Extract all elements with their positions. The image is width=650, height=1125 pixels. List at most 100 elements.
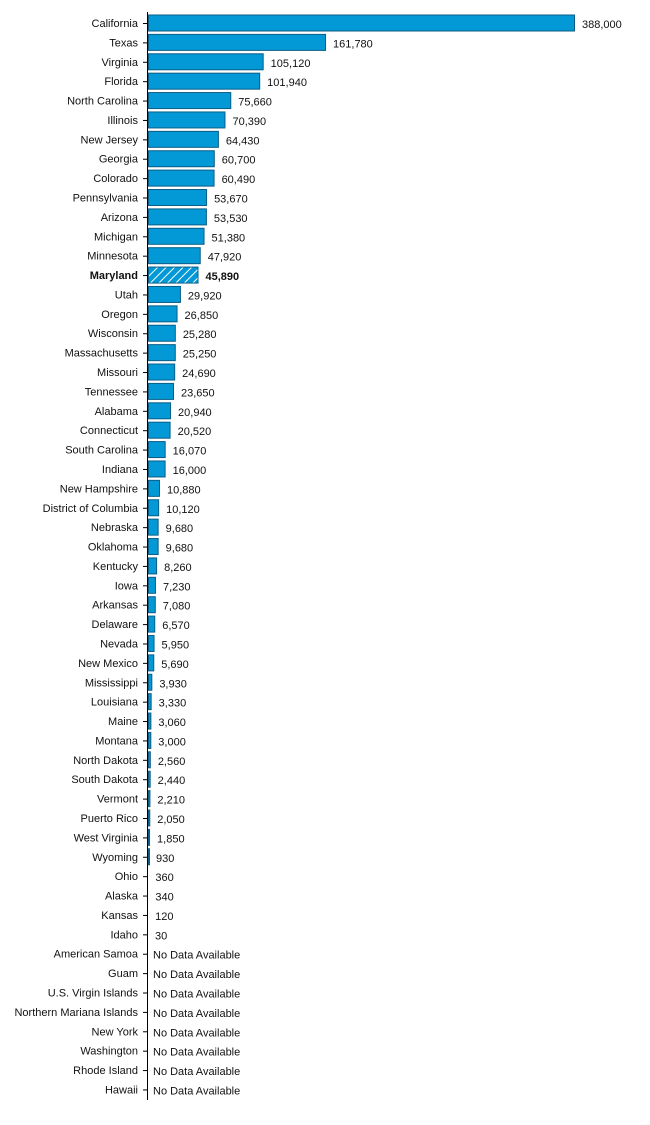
bar-massachusetts bbox=[148, 344, 176, 362]
value-label: 2,050 bbox=[157, 814, 185, 826]
bar-new-mexico bbox=[148, 654, 155, 672]
category-label: Louisiana bbox=[91, 697, 139, 709]
category-label: Iowa bbox=[115, 580, 139, 592]
bar-indiana bbox=[148, 460, 166, 478]
category-label: Guam bbox=[108, 968, 138, 980]
category-label: Michigan bbox=[94, 231, 138, 243]
value-label: 53,530 bbox=[214, 213, 248, 225]
category-label: Florida bbox=[104, 76, 139, 88]
bar-new-jersey bbox=[148, 130, 219, 148]
bar-nevada bbox=[148, 634, 155, 652]
bar-oklahoma bbox=[148, 538, 159, 556]
bar-arizona bbox=[148, 208, 207, 226]
no-data-label: No Data Available bbox=[153, 1085, 240, 1097]
bar-maryland bbox=[148, 266, 199, 284]
bar-mississippi bbox=[148, 673, 153, 691]
bar-pennsylvania bbox=[148, 189, 208, 207]
value-label: 105,120 bbox=[271, 58, 311, 70]
no-data-label: No Data Available bbox=[153, 1027, 240, 1039]
category-label: Idaho bbox=[110, 929, 138, 941]
bar-virginia bbox=[148, 53, 264, 71]
bar-arkansas bbox=[148, 596, 156, 614]
value-label: 2,210 bbox=[157, 795, 185, 807]
category-label: Mississippi bbox=[85, 677, 138, 689]
value-label: 25,250 bbox=[183, 349, 217, 361]
category-label: Alaska bbox=[105, 891, 139, 903]
value-label: 9,680 bbox=[166, 543, 194, 555]
bar-nebraska bbox=[148, 518, 159, 536]
category-label: North Carolina bbox=[67, 96, 139, 108]
value-label: 340 bbox=[155, 892, 173, 904]
bar-alabama bbox=[148, 402, 172, 420]
category-label: Kentucky bbox=[93, 561, 139, 573]
category-label: District of Columbia bbox=[43, 503, 139, 515]
value-label: 3,000 bbox=[158, 736, 186, 748]
category-label: Texas bbox=[109, 37, 138, 49]
value-label: 64,430 bbox=[226, 135, 260, 147]
category-label: Connecticut bbox=[80, 425, 138, 437]
value-label: 23,650 bbox=[181, 387, 215, 399]
bar-minnesota bbox=[148, 247, 201, 265]
category-label: Arizona bbox=[101, 212, 139, 224]
value-label: 120 bbox=[155, 911, 173, 923]
bar-west-virginia bbox=[148, 828, 151, 846]
value-label: 5,690 bbox=[161, 659, 189, 671]
bar-vermont bbox=[148, 790, 151, 808]
bar-kentucky bbox=[148, 557, 158, 575]
category-label: Maine bbox=[108, 716, 138, 728]
category-label: Wisconsin bbox=[88, 328, 138, 340]
category-label: Oregon bbox=[101, 309, 138, 321]
value-label: 3,060 bbox=[158, 717, 186, 729]
value-label: 16,000 bbox=[173, 465, 207, 477]
bar-wyoming bbox=[148, 848, 150, 866]
value-label: 8,260 bbox=[164, 562, 192, 574]
no-data-label: No Data Available bbox=[153, 1047, 240, 1059]
category-label: New York bbox=[92, 1026, 139, 1038]
category-label: Ohio bbox=[115, 871, 138, 883]
value-label: 20,520 bbox=[178, 426, 212, 438]
value-label: 45,890 bbox=[206, 271, 240, 283]
category-label: Georgia bbox=[99, 154, 139, 166]
value-label: 2,440 bbox=[158, 775, 186, 787]
bar-california bbox=[148, 14, 575, 32]
category-label: Nevada bbox=[100, 638, 139, 650]
category-label: Vermont bbox=[97, 794, 138, 806]
no-data-label: No Data Available bbox=[153, 1066, 240, 1078]
category-label: Minnesota bbox=[87, 251, 139, 263]
value-label: 20,940 bbox=[178, 407, 212, 419]
value-label: 30 bbox=[155, 930, 167, 942]
value-label: 29,920 bbox=[188, 290, 222, 302]
value-label: 53,670 bbox=[214, 194, 248, 206]
value-label: 2,560 bbox=[158, 756, 186, 768]
bar-michigan bbox=[148, 227, 205, 245]
category-label: Washington bbox=[80, 1046, 138, 1058]
category-label: Puerto Rico bbox=[81, 813, 138, 825]
category-label: Delaware bbox=[92, 619, 138, 631]
bar-tennessee bbox=[148, 382, 175, 400]
category-label: Maryland bbox=[90, 270, 138, 282]
category-label: Montana bbox=[95, 735, 139, 747]
category-label: Pennsylvania bbox=[73, 193, 139, 205]
category-label: West Virginia bbox=[74, 832, 139, 844]
category-label: Northern Mariana Islands bbox=[14, 1007, 138, 1019]
category-label: U.S. Virgin Islands bbox=[48, 988, 139, 1000]
value-label: 47,920 bbox=[208, 252, 242, 264]
value-label: 1,850 bbox=[157, 833, 185, 845]
category-label: Hawaii bbox=[105, 1084, 138, 1096]
value-label: 24,690 bbox=[182, 368, 216, 380]
bar-south-carolina bbox=[148, 441, 166, 459]
no-data-label: No Data Available bbox=[153, 969, 240, 981]
bar-georgia bbox=[148, 150, 215, 168]
category-label: Massachusetts bbox=[65, 348, 139, 360]
category-label: Missouri bbox=[97, 367, 138, 379]
category-label: Nebraska bbox=[91, 522, 139, 534]
bar-louisiana bbox=[148, 693, 152, 711]
bar-iowa bbox=[148, 576, 156, 594]
value-label: 7,080 bbox=[163, 601, 191, 613]
bar-illinois bbox=[148, 111, 226, 129]
category-label: Rhode Island bbox=[73, 1065, 138, 1077]
value-label: 101,940 bbox=[267, 77, 307, 89]
no-data-label: No Data Available bbox=[153, 950, 240, 962]
value-label: 360 bbox=[155, 872, 173, 884]
